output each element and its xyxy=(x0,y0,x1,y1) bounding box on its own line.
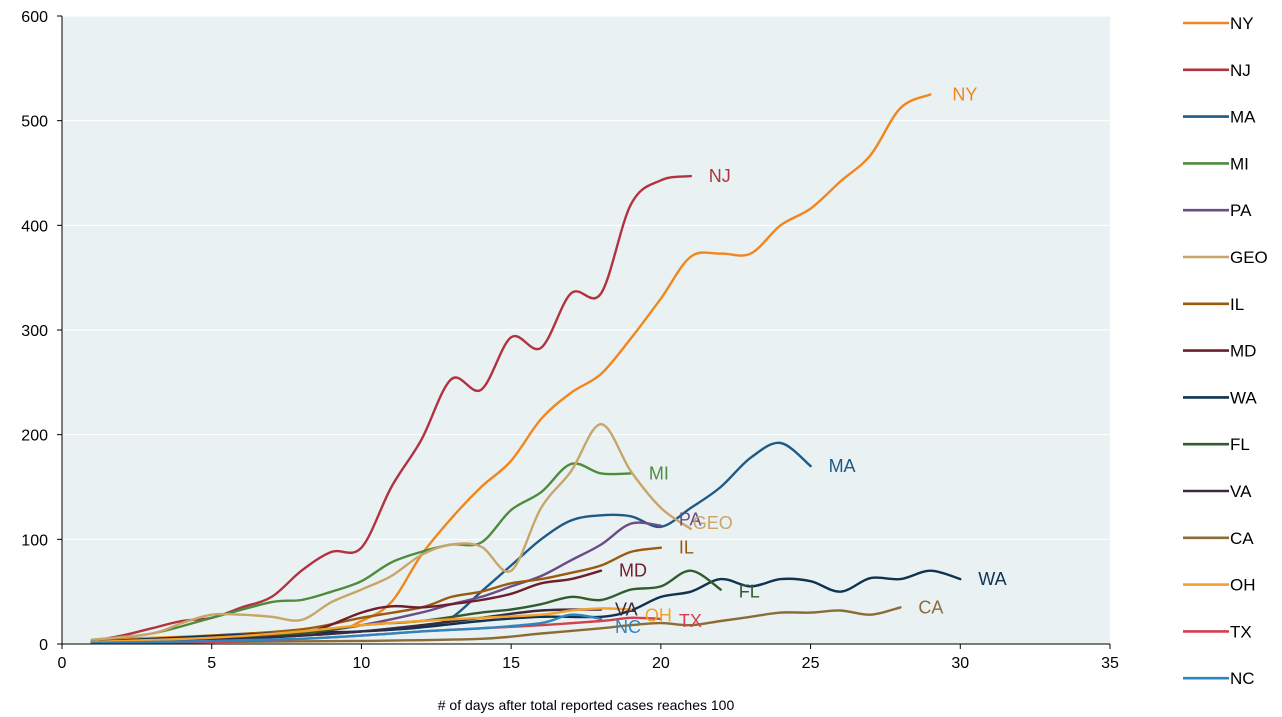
x-tick-label: 15 xyxy=(502,655,520,672)
legend-label-va: VA xyxy=(1230,482,1252,501)
legend: NY NJ MA MI PA GEO IL MD WA FL VA CA OH TX NC xyxy=(1183,14,1268,688)
legend-label-ny: NY xyxy=(1230,14,1254,33)
legend-label-tx: TX xyxy=(1230,622,1252,641)
series-end-label-nj: NJ xyxy=(709,166,731,186)
legend-label-ma: MA xyxy=(1230,108,1256,127)
axes xyxy=(57,15,1111,649)
series-line-mi xyxy=(90,462,633,641)
series-end-label-tx: TX xyxy=(679,611,702,631)
x-tick-label: 35 xyxy=(1101,655,1119,672)
legend-label-oh: OH xyxy=(1230,576,1256,595)
y-tick-label: 500 xyxy=(21,114,48,131)
legend-label-nj: NJ xyxy=(1230,61,1251,80)
legend-label-geo: GEO xyxy=(1230,248,1268,267)
x-tick-label: 10 xyxy=(353,655,371,672)
series-end-label-pa: PA xyxy=(679,510,702,530)
series-end-label-ma: MA xyxy=(829,456,856,476)
legend-label-ca: CA xyxy=(1230,529,1254,548)
y-tick-label: 300 xyxy=(21,323,48,340)
series-line-il xyxy=(90,546,663,644)
series-end-label-il: IL xyxy=(679,538,694,558)
y-tick-label: 600 xyxy=(21,9,48,26)
y-tick-label: 200 xyxy=(21,428,48,445)
series-end-label-nc: NC xyxy=(615,617,641,637)
series-line-geo xyxy=(90,423,692,641)
series-end-label-fl: FL xyxy=(739,582,760,602)
series-end-label-md: MD xyxy=(619,561,647,581)
series-end-label-va: VA xyxy=(615,599,638,619)
legend-label-wa: WA xyxy=(1230,388,1257,407)
series-line-oh xyxy=(90,607,633,644)
series-end-label-ca: CA xyxy=(918,597,943,617)
x-tick-label: 0 xyxy=(58,655,67,672)
legend-label-mi: MI xyxy=(1230,154,1249,173)
legend-label-nc: NC xyxy=(1230,669,1255,688)
series-end-label-oh: OH xyxy=(645,605,672,625)
series-line-nc xyxy=(90,613,603,645)
series-end-label-ny: NY xyxy=(952,85,977,105)
series-end-label-mi: MI xyxy=(649,463,669,483)
x-tick-label: 5 xyxy=(207,655,216,672)
x-tick-label: 25 xyxy=(802,655,820,672)
legend-label-pa: PA xyxy=(1230,201,1252,220)
legend-label-fl: FL xyxy=(1230,435,1250,454)
y-tick-label: 100 xyxy=(21,532,48,549)
x-tick-labels: 0 5 10 15 20 25 30 35 xyxy=(58,655,1119,672)
series-line-ny xyxy=(90,93,932,641)
legend-label-il: IL xyxy=(1230,295,1244,314)
x-tick-label: 30 xyxy=(951,655,969,672)
series-line-fl xyxy=(90,569,722,644)
series-line-ca xyxy=(90,606,902,645)
legend-label-md: MD xyxy=(1230,342,1256,361)
y-tick-label: 400 xyxy=(21,218,48,235)
x-axis-label: # of days after total reported cases rea… xyxy=(438,697,735,713)
x-tick-label: 20 xyxy=(652,655,670,672)
series-lines xyxy=(90,93,962,645)
y-tick-label: 0 xyxy=(39,637,48,654)
gridlines xyxy=(62,15,1110,540)
y-tick-labels: 0 100 200 300 400 500 600 xyxy=(21,9,48,654)
series-end-label-geo: GEO xyxy=(693,513,733,533)
series-end-label-wa: WA xyxy=(978,569,1006,589)
